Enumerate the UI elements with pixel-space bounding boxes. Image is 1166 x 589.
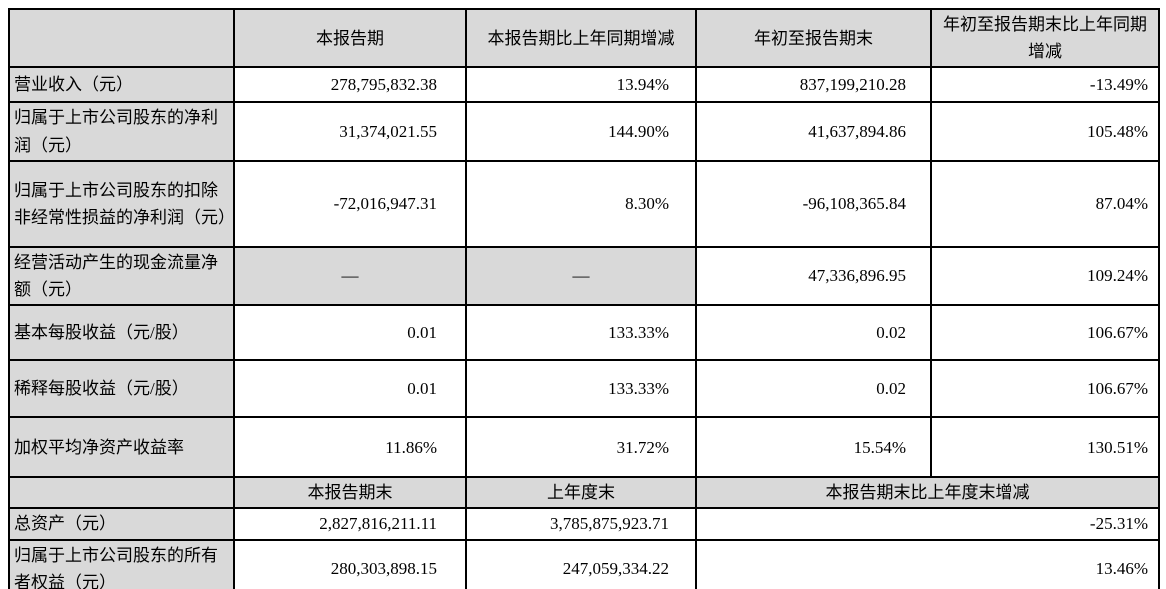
table-header-row-2: 本报告期末 上年度末 本报告期末比上年度末增减 <box>8 476 1160 510</box>
row-label: 基本每股收益（元/股） <box>8 304 235 362</box>
header2-corner-cell <box>8 476 235 510</box>
value-ytd-change: 87.04% <box>930 159 1160 248</box>
table-row-diluted-eps: 稀释每股收益（元/股） 0.01 133.33% 0.02 106.67% <box>8 359 1160 419</box>
row-label: 归属于上市公司股东的净利润（元） <box>8 101 235 162</box>
table-row-operating-cash-flow: 经营活动产生的现金流量净额（元） — — 47,336,896.95 109.2… <box>8 245 1160 307</box>
value-prior-year-end: 3,785,875,923.71 <box>465 507 697 541</box>
value-ytd: 0.02 <box>695 359 932 419</box>
value-ytd-change: 109.24% <box>930 245 1160 307</box>
value-ytd-change: 106.67% <box>930 359 1160 419</box>
header-current-vs-prior: 本报告期比上年同期增减 <box>465 7 697 69</box>
header-prior-year-end: 上年度末 <box>465 476 697 510</box>
value-ytd: 15.54% <box>695 416 932 479</box>
value-ytd: 0.02 <box>695 304 932 362</box>
row-label: 稀释每股收益（元/股） <box>8 359 235 419</box>
row-label: 加权平均净资产收益率 <box>8 416 235 479</box>
value-current-change: 133.33% <box>465 359 697 419</box>
value-ytd: 47,336,896.95 <box>695 245 932 307</box>
financial-summary-table: 本报告期 本报告期比上年同期增减 年初至报告期末 年初至报告期末比上年同期增减 … <box>8 7 1160 589</box>
row-label: 总资产（元） <box>8 507 235 541</box>
table-row-net-profit: 归属于上市公司股东的净利润（元） 31,374,021.55 144.90% 4… <box>8 101 1160 162</box>
value-current: -72,016,947.31 <box>233 159 467 248</box>
row-label: 归属于上市公司股东的所有者权益（元） <box>8 538 235 589</box>
value-ytd-change: -13.49% <box>930 66 1160 104</box>
value-current-change-na: — <box>465 245 697 307</box>
header-period-end-vs-prior-year-end: 本报告期末比上年度末增减 <box>695 476 1160 510</box>
table-row-equity: 归属于上市公司股东的所有者权益（元） 280,303,898.15 247,05… <box>8 538 1160 589</box>
header-period-end: 本报告期末 <box>233 476 467 510</box>
value-current-na: — <box>233 245 467 307</box>
table-row-total-assets: 总资产（元） 2,827,816,211.11 3,785,875,923.71… <box>8 507 1160 541</box>
value-current: 0.01 <box>233 359 467 419</box>
header-ytd: 年初至报告期末 <box>695 7 932 69</box>
value-ytd-change: 130.51% <box>930 416 1160 479</box>
value-current-change: 133.33% <box>465 304 697 362</box>
value-current: 31,374,021.55 <box>233 101 467 162</box>
value-prior-year-end: 247,059,334.22 <box>465 538 697 589</box>
value-ytd: 837,199,210.28 <box>695 66 932 104</box>
value-current: 278,795,832.38 <box>233 66 467 104</box>
value-current: 11.86% <box>233 416 467 479</box>
value-change: -25.31% <box>695 507 1160 541</box>
row-label: 归属于上市公司股东的扣除非经常性损益的净利润（元） <box>8 159 235 248</box>
table-header-row-1: 本报告期 本报告期比上年同期增减 年初至报告期末 年初至报告期末比上年同期增减 <box>8 7 1160 69</box>
row-label: 经营活动产生的现金流量净额（元） <box>8 245 235 307</box>
value-ytd-change: 106.67% <box>930 304 1160 362</box>
header-corner-cell <box>8 7 235 69</box>
header-ytd-vs-prior: 年初至报告期末比上年同期增减 <box>930 7 1160 69</box>
value-period-end: 2,827,816,211.11 <box>233 507 467 541</box>
table-row-net-profit-excl-nonrecurring: 归属于上市公司股东的扣除非经常性损益的净利润（元） -72,016,947.31… <box>8 159 1160 248</box>
value-current: 0.01 <box>233 304 467 362</box>
value-ytd: -96,108,365.84 <box>695 159 932 248</box>
value-current-change: 13.94% <box>465 66 697 104</box>
value-ytd-change: 105.48% <box>930 101 1160 162</box>
value-current-change: 31.72% <box>465 416 697 479</box>
header-current-period: 本报告期 <box>233 7 467 69</box>
table-row-basic-eps: 基本每股收益（元/股） 0.01 133.33% 0.02 106.67% <box>8 304 1160 362</box>
row-label: 营业收入（元） <box>8 66 235 104</box>
table-row-weighted-avg-roe: 加权平均净资产收益率 11.86% 31.72% 15.54% 130.51% <box>8 416 1160 479</box>
value-period-end: 280,303,898.15 <box>233 538 467 589</box>
table-row-operating-revenue: 营业收入（元） 278,795,832.38 13.94% 837,199,21… <box>8 66 1160 104</box>
value-current-change: 8.30% <box>465 159 697 248</box>
value-current-change: 144.90% <box>465 101 697 162</box>
value-change: 13.46% <box>695 538 1160 589</box>
value-ytd: 41,637,894.86 <box>695 101 932 162</box>
